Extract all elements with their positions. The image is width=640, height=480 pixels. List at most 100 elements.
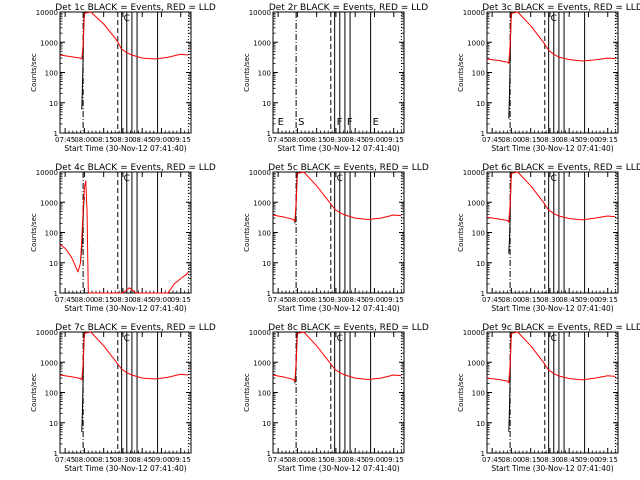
marker-label: C: [551, 14, 557, 24]
x-tick-label: 08:00: [501, 136, 521, 144]
x-tick-label: 09:15: [598, 296, 618, 304]
x-tick-label: 09:00: [578, 296, 598, 304]
panel-9: Det 9c BLACK = Events, RED = LLD 1 10 100 10…: [457, 323, 640, 473]
y-tick-label: 1: [54, 290, 58, 298]
x-tick-label: 09:15: [171, 136, 191, 144]
x-tick-label: 08:45: [559, 136, 579, 144]
x-tick-label: 09:15: [598, 456, 618, 464]
x-tick-label: 08:30: [540, 456, 560, 464]
x-tick-label: 08:15: [94, 136, 114, 144]
lld-series-line: [59, 11, 189, 60]
y-tick-label: 1000: [40, 199, 58, 207]
x-tick-label: 09:00: [151, 456, 171, 464]
y-tick-label: 1000: [467, 359, 485, 367]
x-tick-label: 07:45: [268, 456, 288, 464]
x-axis-label: Start Time (30-Nov-12 07:41:40): [64, 304, 186, 313]
marker-label: E: [278, 117, 284, 128]
x-tick-label: 08:00: [287, 136, 307, 144]
panel-8: Det 8c BLACK = Events, RED = LLD 1 10 100 10…: [243, 323, 429, 473]
plot-frame: [272, 171, 405, 294]
x-tick-label: 08:30: [540, 296, 560, 304]
marker-label: S: [298, 117, 304, 128]
x-tick-label: 09:15: [384, 296, 404, 304]
y-tick-label: 1000: [467, 39, 485, 47]
panel-5: Det 5c BLACK = Events, RED = LLD 1 10 100 10…: [243, 163, 429, 313]
x-tick-label: 07:45: [268, 136, 288, 144]
y-tick-label: 10: [262, 420, 271, 428]
x-tick-label: 08:45: [345, 456, 365, 464]
y-tick-label: 10: [476, 260, 485, 268]
marker-label: C: [124, 334, 130, 344]
marker-label: E: [373, 117, 379, 128]
x-tick-label: 07:45: [55, 296, 75, 304]
x-tick-label: 08:15: [521, 456, 541, 464]
y-tick-label: 100: [258, 230, 271, 238]
y-tick-label: 1: [267, 450, 271, 458]
panel-title: Det 2r BLACK = Events, RED = LLD: [269, 3, 428, 13]
x-tick-label: 08:15: [521, 136, 541, 144]
y-tick-label: 10000: [463, 329, 485, 337]
panel-title: Det 5c BLACK = Events, RED = LLD: [268, 163, 429, 173]
y-tick-label: 10000: [249, 169, 271, 177]
plot-frame: [486, 331, 619, 454]
x-tick-label: 08:00: [74, 456, 94, 464]
panel-1: Det 1c BLACK = Events, RED = LLD 1 10 100 10…: [30, 3, 216, 153]
lld-series-line: [272, 171, 402, 223]
x-tick-label: 08:30: [326, 136, 346, 144]
y-axis-label: Counts/sec: [243, 373, 251, 412]
x-tick-label: 08:45: [132, 296, 152, 304]
x-tick-label: 08:00: [501, 456, 521, 464]
panel-4: Det 4c BLACK = Events, RED = LLD 1 10 100 10…: [30, 163, 216, 313]
y-tick-label: 1000: [40, 39, 58, 47]
plot-frame: [59, 11, 192, 134]
x-tick-label: 08:15: [521, 296, 541, 304]
y-tick-label: 10: [476, 420, 485, 428]
x-tick-label: 09:00: [364, 296, 384, 304]
x-tick-label: 08:30: [113, 296, 133, 304]
panel-title: Det 7c BLACK = Events, RED = LLD: [55, 323, 216, 333]
x-axis-label: Start Time (30-Nov-12 07:41:40): [64, 464, 186, 473]
x-tick-label: 08:45: [345, 136, 365, 144]
x-tick-label: 09:00: [364, 456, 384, 464]
y-tick-label: 10: [476, 100, 485, 108]
x-tick-label: 08:00: [287, 456, 307, 464]
marker-label: C: [337, 174, 343, 184]
x-tick-label: 08:00: [74, 296, 94, 304]
x-tick-label: 08:45: [559, 296, 579, 304]
x-axis-label: Start Time (30-Nov-12 07:41:40): [277, 304, 399, 313]
x-tick-label: 08:30: [113, 456, 133, 464]
y-tick-label: 1000: [40, 359, 58, 367]
x-tick-label: 09:00: [578, 136, 598, 144]
y-tick-label: 10000: [249, 9, 271, 17]
panel-7: Det 7c BLACK = Events, RED = LLD 1 10 100 10…: [30, 323, 216, 473]
x-tick-label: 09:15: [384, 456, 404, 464]
x-tick-label: 09:15: [384, 136, 404, 144]
y-tick-label: 1000: [253, 39, 271, 47]
lld-series-line: [486, 171, 616, 223]
plot-frame: [272, 11, 405, 134]
y-tick-label: 1000: [253, 359, 271, 367]
x-tick-label: 08:45: [132, 456, 152, 464]
x-tick-label: 07:45: [482, 136, 502, 144]
y-tick-label: 1: [54, 450, 58, 458]
y-tick-label: 1000: [253, 199, 271, 207]
y-tick-label: 10: [49, 420, 58, 428]
y-tick-label: 100: [472, 230, 485, 238]
y-tick-label: 1: [54, 130, 58, 138]
x-tick-label: 07:45: [55, 136, 75, 144]
y-tick-label: 10000: [249, 329, 271, 337]
x-tick-label: 08:30: [326, 456, 346, 464]
y-axis-label: Counts/sec: [30, 213, 38, 252]
x-tick-label: 08:45: [132, 136, 152, 144]
y-tick-label: 10000: [463, 169, 485, 177]
x-axis-label: Start Time (30-Nov-12 07:41:40): [64, 144, 186, 153]
y-tick-label: 1: [267, 290, 271, 298]
x-tick-label: 09:15: [171, 296, 191, 304]
y-axis-label: Counts/sec: [457, 373, 465, 412]
x-tick-label: 07:45: [482, 296, 502, 304]
y-axis-label: Counts/sec: [30, 373, 38, 412]
plot-frame: [59, 171, 192, 294]
plot-frame: [486, 171, 619, 294]
y-axis-label: Counts/sec: [457, 213, 465, 252]
